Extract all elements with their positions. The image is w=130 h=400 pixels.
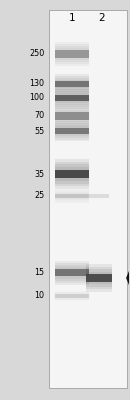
Text: 1: 1 (69, 13, 75, 23)
Bar (55, 190, 89, 202)
Bar (55, 42, 89, 66)
Bar (55, 159, 89, 189)
Text: 70: 70 (34, 112, 44, 120)
Bar (55, 265, 89, 281)
Bar (55, 87, 89, 109)
Bar (55, 124, 89, 138)
Bar (55, 269, 89, 276)
Bar (55, 95, 89, 101)
Bar (55, 193, 89, 199)
Bar (55, 78, 89, 90)
Bar (55, 110, 89, 122)
Bar (86, 264, 112, 292)
Bar (55, 93, 89, 103)
Bar (55, 192, 89, 200)
Text: 10: 10 (34, 292, 44, 300)
Bar (55, 44, 89, 64)
Bar (55, 104, 89, 128)
Bar (86, 272, 112, 284)
Bar (55, 76, 89, 92)
Text: 55: 55 (34, 127, 44, 136)
Text: 15: 15 (34, 268, 44, 277)
Bar (55, 112, 89, 120)
Text: 130: 130 (29, 80, 44, 88)
Bar (55, 81, 89, 87)
Bar (55, 74, 89, 94)
Bar (55, 126, 89, 136)
Bar (49, 10, 127, 388)
Bar (55, 189, 89, 203)
Bar (55, 108, 89, 124)
Polygon shape (126, 271, 129, 285)
Bar (86, 269, 112, 287)
Bar (55, 91, 89, 105)
Text: 25: 25 (34, 192, 44, 200)
Bar (55, 170, 89, 178)
Bar (55, 50, 89, 58)
Bar (55, 290, 89, 302)
Bar (55, 292, 89, 300)
Bar (55, 162, 89, 186)
Bar (55, 267, 89, 278)
Bar (55, 294, 89, 298)
Bar (86, 274, 112, 282)
Bar (55, 164, 89, 184)
Text: 35: 35 (34, 170, 44, 178)
Bar (55, 121, 89, 141)
Bar (55, 89, 89, 107)
Bar (55, 194, 89, 198)
Text: 2: 2 (98, 13, 105, 23)
Bar (55, 263, 89, 283)
Bar (55, 294, 89, 298)
Text: 100: 100 (29, 94, 44, 102)
Bar (55, 292, 89, 300)
Bar (55, 46, 89, 62)
Bar (55, 106, 89, 126)
Bar (55, 48, 89, 60)
Bar (55, 167, 89, 181)
Bar (55, 260, 89, 285)
Bar (55, 80, 89, 88)
Bar (88, 194, 109, 198)
Bar (55, 123, 89, 140)
Bar (86, 267, 112, 289)
Text: 250: 250 (29, 50, 44, 58)
Bar (55, 128, 89, 134)
